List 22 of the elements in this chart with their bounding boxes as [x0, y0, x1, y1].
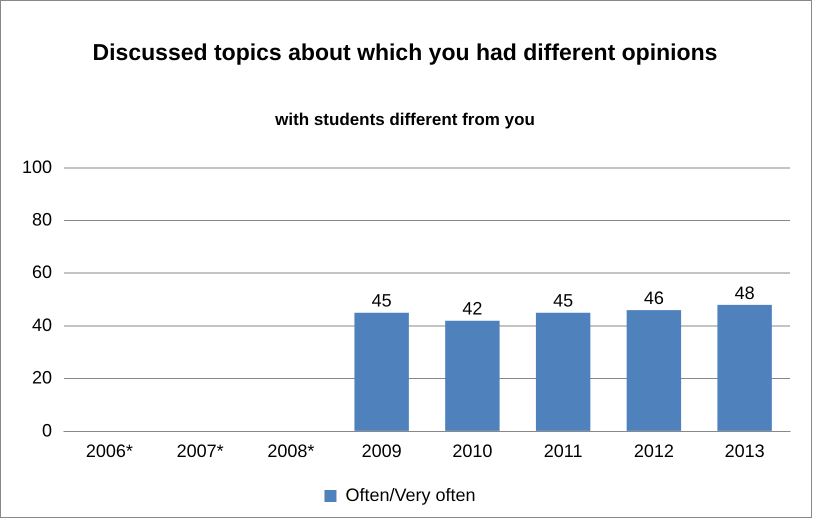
data-label: 45	[553, 290, 574, 311]
data-label: 48	[734, 282, 755, 303]
y-tick-label: 40	[32, 314, 52, 335]
data-label: 45	[372, 290, 392, 311]
y-tick-label: 100	[22, 156, 52, 177]
x-tick-label: 2006*	[86, 441, 133, 462]
chart-subtitle: with students different from you	[274, 110, 536, 130]
x-tick-label: 2008*	[267, 441, 314, 462]
x-tick-label: 2012	[634, 441, 674, 462]
chart-title: Discussed topics about which you had different opinions	[92, 38, 718, 67]
y-tick-label: 60	[32, 262, 52, 282]
x-tick-label: 2013	[724, 441, 765, 462]
y-tick-label: 20	[32, 368, 52, 388]
data-label: 46	[644, 288, 664, 308]
y-tick-label: 0	[42, 420, 52, 440]
x-tick-label: 2010	[452, 441, 492, 462]
x-tick-label: 2007*	[176, 441, 224, 462]
y-tick-label: 80	[32, 209, 52, 230]
x-tick-label: 2009	[362, 441, 402, 462]
legend-label: Often/Very often	[345, 484, 476, 505]
x-tick-label: 2011	[544, 441, 582, 462]
data-label: 42	[462, 298, 482, 319]
